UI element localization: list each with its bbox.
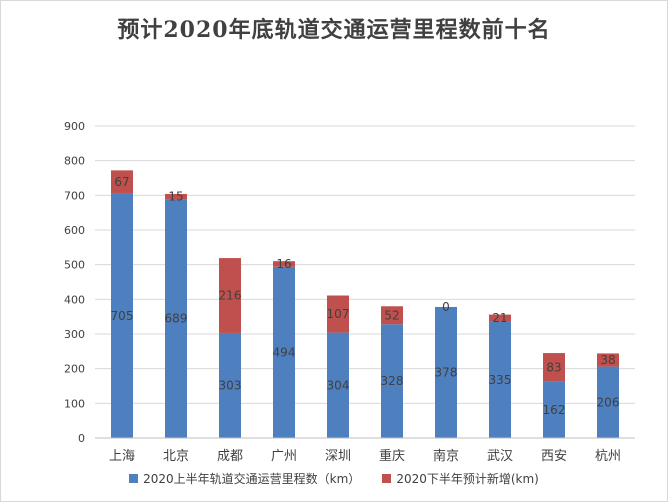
bar-second-half [543,353,565,382]
x-tick-label: 深圳 [325,449,351,464]
bar-first-half [597,366,619,438]
data-label-first-half: 162 [543,403,566,417]
bar-first-half [435,306,457,438]
data-label-second-half: 21 [492,311,507,325]
x-tick-label: 北京 [163,449,189,464]
bar-second-half [327,295,349,333]
x-tick-label: 杭州 [595,449,621,464]
y-tick-label: 300 [64,328,85,341]
bar-first-half [273,266,295,438]
data-label-first-half: 206 [597,395,620,409]
bar-first-half [219,332,241,438]
data-label-second-half: 16 [276,257,291,271]
y-tick-label: 100 [64,397,85,410]
bar-first-half [111,193,133,438]
data-label-first-half: 304 [327,378,350,392]
bar-second-half [165,193,187,200]
bar-second-half [381,306,403,325]
data-label-second-half: 216 [219,289,242,303]
bar-second-half [273,261,295,267]
data-label-second-half: 67 [114,175,129,189]
y-tick-label: 400 [64,293,85,306]
y-tick-label: 0 [78,432,85,445]
data-label-second-half: 0 [442,300,450,314]
y-tick-label: 500 [64,259,85,272]
bar-second-half [111,170,133,194]
data-label-first-half: 689 [165,312,188,326]
legend-item-second-half: 2020下半年预计新增(km) [382,470,539,487]
data-label-first-half: 378 [435,365,458,379]
data-label-first-half: 335 [489,373,512,387]
bar-first-half [327,332,349,438]
bar-first-half [489,321,511,438]
bar-first-half [381,324,403,438]
x-tick-label: 广州 [271,449,297,464]
data-label-second-half: 15 [168,190,183,204]
data-label-first-half: 328 [381,374,404,388]
legend-label-second-half: 2020下半年预计新增(km) [396,472,539,486]
data-label-second-half: 38 [600,353,615,367]
data-label-second-half: 52 [384,308,399,322]
y-tick-label: 600 [64,224,85,237]
x-tick-label: 武汉 [487,449,513,464]
x-tick-label: 南京 [433,448,459,464]
legend-label-first-half: 2020上半年轨道交通运营里程数（km） [143,472,361,486]
data-label-first-half: 705 [111,309,134,323]
y-tick-label: 800 [64,155,85,168]
chart-legend: 2020上半年轨道交通运营里程数（km） 2020下半年预计新增(km) [0,470,668,487]
data-label-first-half: 494 [273,345,296,359]
data-label-second-half: 83 [546,360,561,374]
bar-second-half [219,258,241,333]
y-tick-label: 700 [64,189,85,202]
chart-title: 预计2020年底轨道交通运营里程数前十名 [117,17,551,43]
x-tick-label: 上海 [109,449,135,464]
bar-second-half [597,353,619,367]
legend-item-first-half: 2020上半年轨道交通运营里程数（km） [129,470,360,487]
bar-first-half [165,199,187,438]
x-tick-label: 重庆 [379,448,405,464]
x-tick-label: 西安 [541,449,567,464]
y-tick-label: 900 [64,120,85,133]
x-tick-label: 成都 [217,449,243,464]
legend-swatch-second-half [382,474,392,483]
bar-second-half [489,314,511,322]
data-label-second-half: 107 [327,307,350,321]
bar-first-half [543,381,565,438]
data-label-first-half: 303 [219,378,242,392]
y-tick-label: 200 [64,363,85,376]
legend-swatch-first-half [129,474,139,483]
